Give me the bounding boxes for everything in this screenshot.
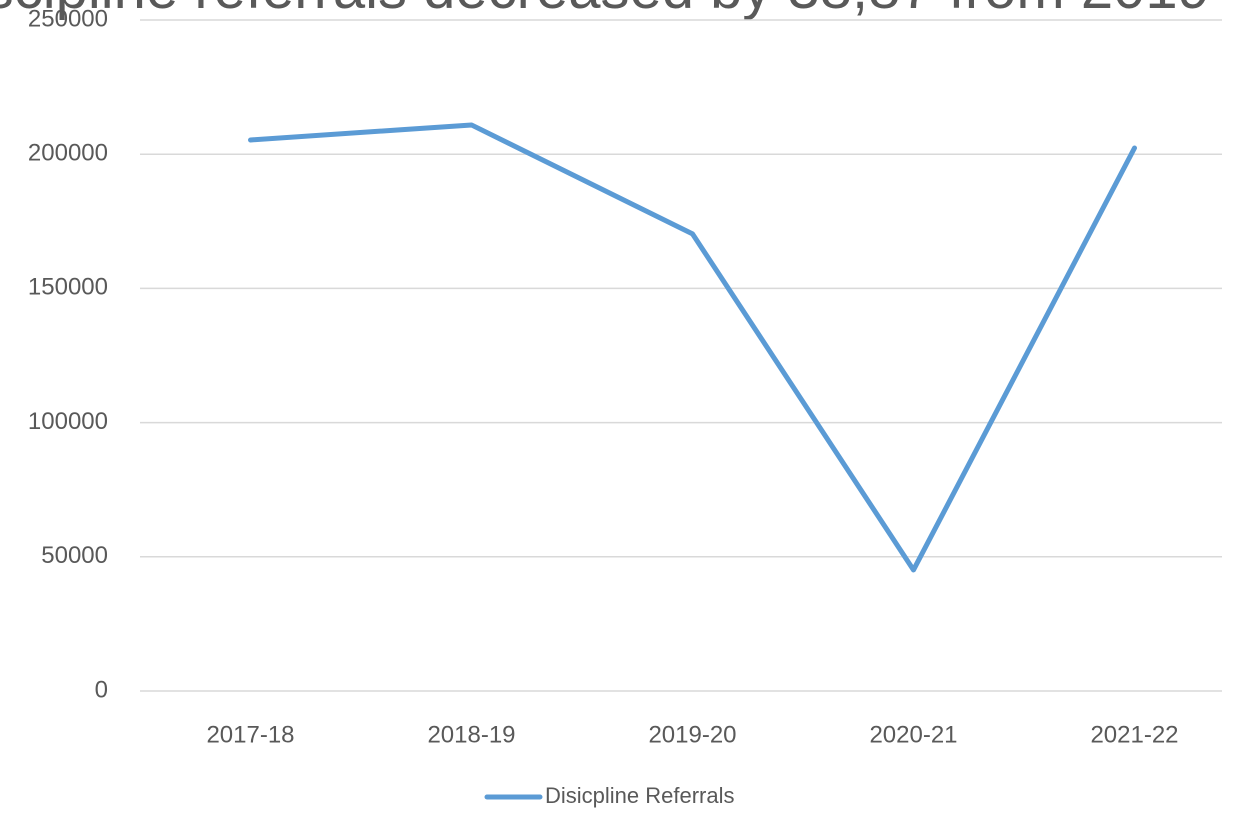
- legend-label: Disicpline Referrals: [545, 783, 735, 808]
- y-tick-label: 250000: [28, 5, 108, 32]
- y-tick-label: 0: [95, 676, 108, 703]
- y-tick-label: 50000: [41, 542, 108, 569]
- chart-title: Discipline referrals decreased by 38,87 …: [0, 0, 1210, 21]
- y-tick-label: 150000: [28, 274, 108, 301]
- y-tick-label: 200000: [28, 140, 108, 167]
- x-tick-label: 2021-22: [1090, 721, 1178, 748]
- y-tick-label: 100000: [28, 408, 108, 435]
- data-line: [248, 122, 1137, 573]
- x-tick-label: 2017-18: [206, 721, 294, 748]
- x-tick-label: 2018-19: [427, 721, 515, 748]
- x-tick-label: 2020-21: [869, 721, 957, 748]
- x-tick-label: 2019-20: [648, 721, 736, 748]
